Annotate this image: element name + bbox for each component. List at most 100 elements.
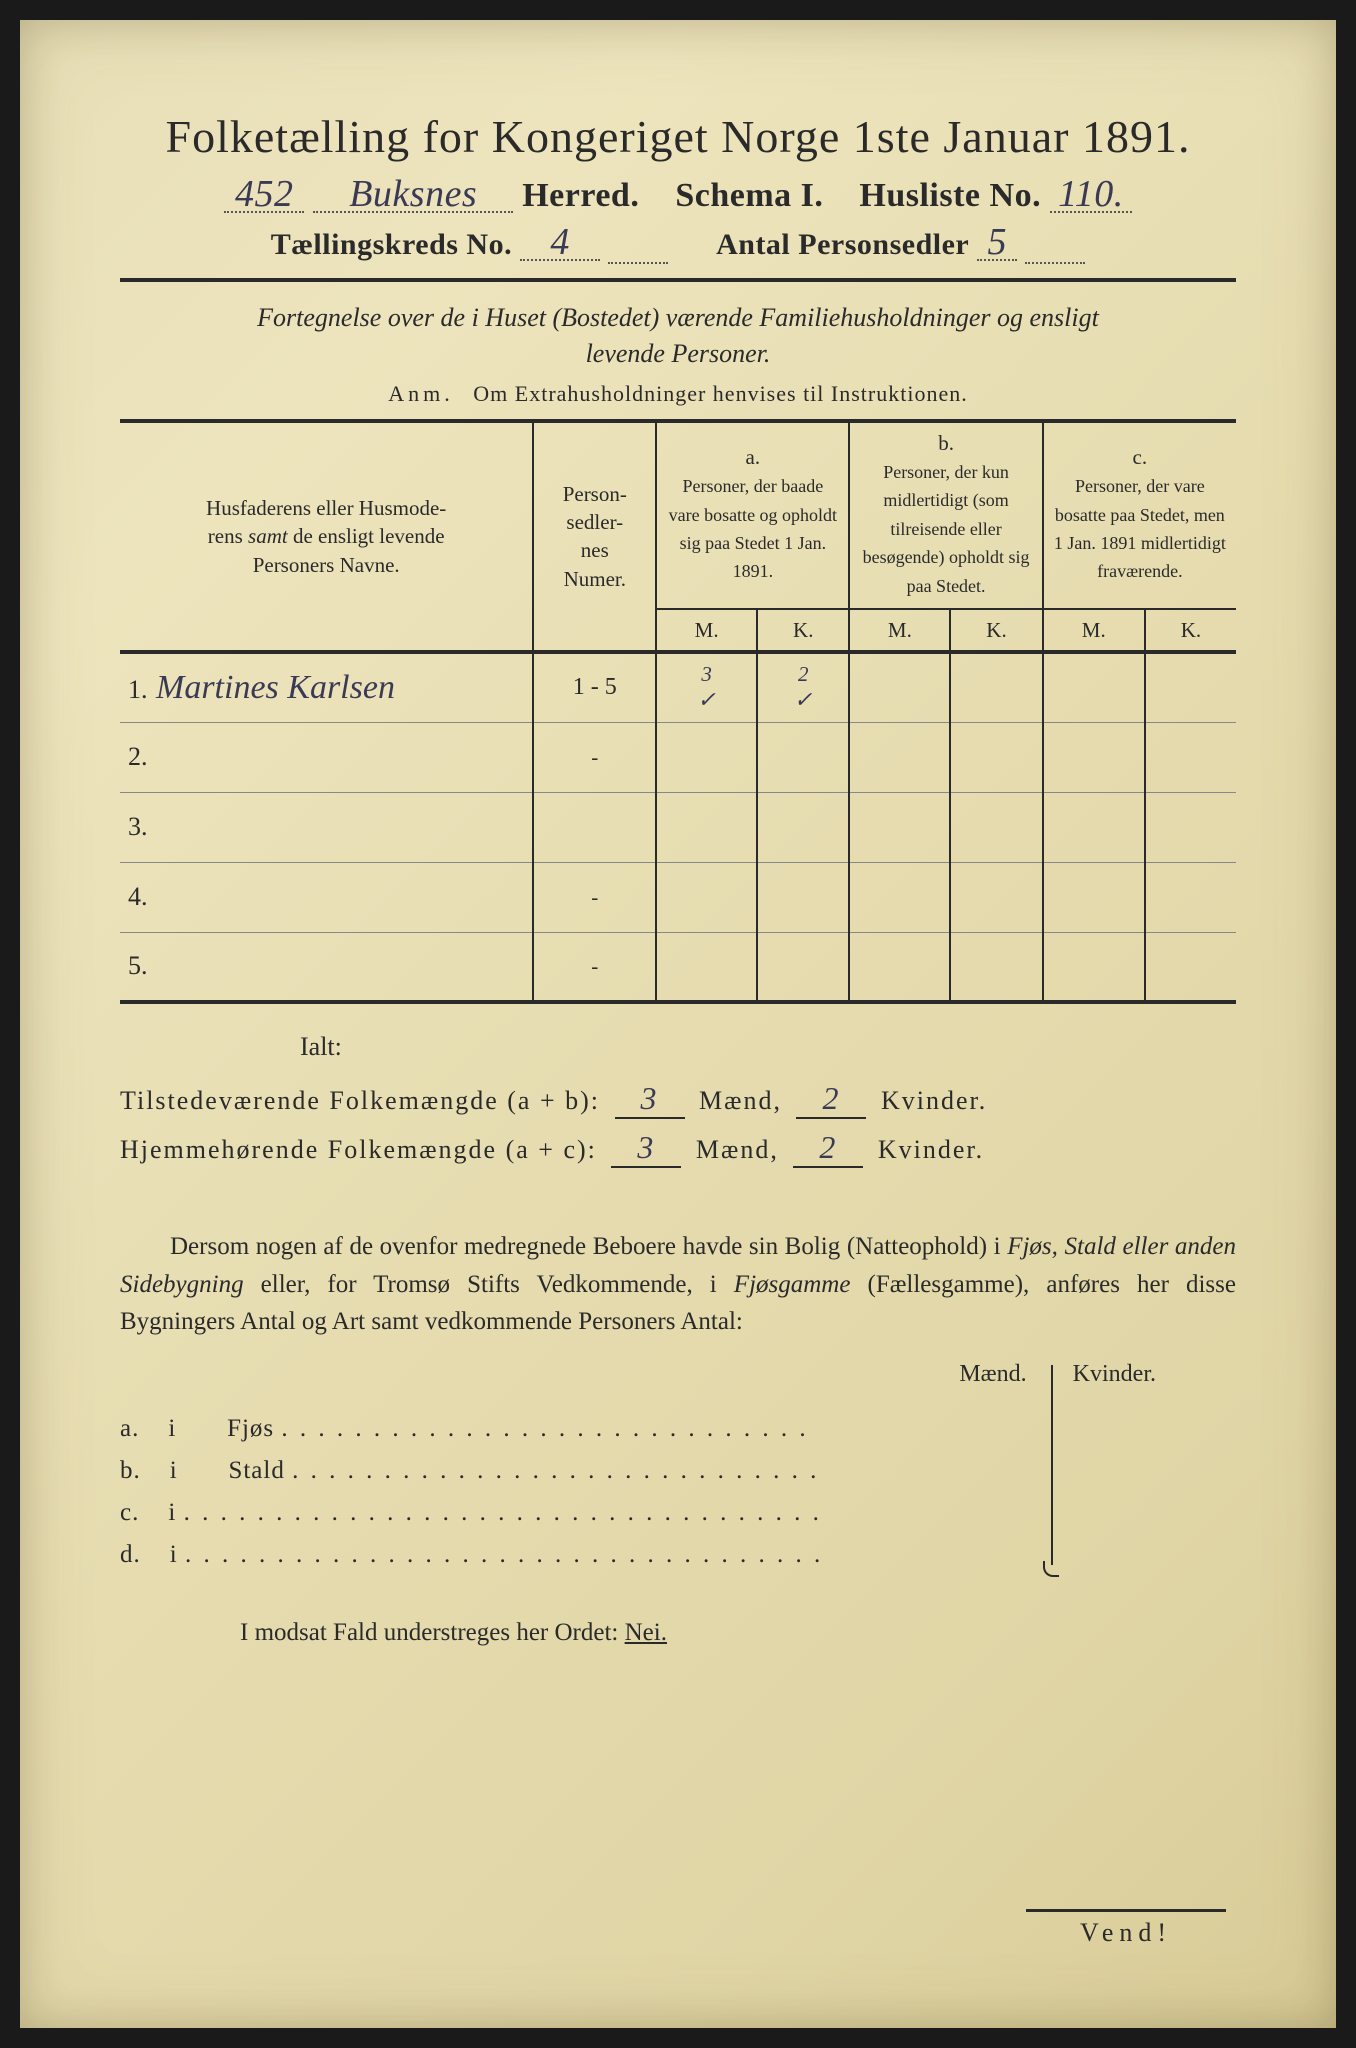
- b-dots: . . . . . . . . . . . . . . . . . . . . …: [292, 1457, 819, 1484]
- row-num: 4.: [128, 882, 148, 911]
- hr-1: [120, 278, 1236, 282]
- b-letter: d.: [120, 1541, 141, 1568]
- census-table: Husfaderens eller Husmode-rens samt de e…: [120, 419, 1236, 1004]
- b-i: i: [170, 1541, 178, 1568]
- col-c-k: K.: [1145, 609, 1236, 652]
- b-letter: c.: [120, 1499, 139, 1526]
- buildings-block: Mænd. Kvinder. a. i Fjøs . . . . . . . .…: [120, 1371, 1236, 1569]
- total-1-k: 2: [796, 1080, 866, 1119]
- total-line-1: Tilstedeværende Folkemængde (a + b): 3 M…: [120, 1080, 1236, 1119]
- cell-a-k: 2✓: [757, 652, 849, 722]
- row-personnum: [533, 792, 656, 862]
- kvinder-label: Kvinder.: [878, 1135, 984, 1164]
- total-2-m: 3: [611, 1129, 681, 1168]
- col-b-label: b.: [938, 431, 954, 455]
- total-1-label: Tilstedeværende Folkemængde (a + b):: [120, 1086, 600, 1115]
- total-line-2: Hjemmehørende Folkemængde (a + c): 3 Mæn…: [120, 1129, 1236, 1168]
- b-label: Fjøs: [227, 1415, 274, 1442]
- col-header-num: Person-sedler-nesNumer.: [533, 421, 656, 652]
- buildings-kvinder: Kvinder.: [1053, 1361, 1176, 1388]
- header-line-2: Tællingskreds No. 4 Antal Personsedler 5: [120, 225, 1236, 264]
- ialt-label: Ialt:: [300, 1032, 1236, 1062]
- col-header-a: a. Personer, der baade vare bosatte og o…: [656, 421, 849, 605]
- col-header-b: b. Personer, der kun midlertidigt (som t…: [849, 421, 1042, 605]
- b-letter: a.: [120, 1415, 139, 1442]
- b-dots: . . . . . . . . . . . . . . . . . . . . …: [281, 1415, 808, 1442]
- cell-c-k: [1145, 652, 1236, 722]
- row-num: 3.: [128, 812, 148, 841]
- b-letter: b.: [120, 1457, 141, 1484]
- col-header-name: Husfaderens eller Husmode-rens samt de e…: [120, 421, 533, 652]
- col-b-text: Personer, der kun midlertidigt (som tilr…: [863, 462, 1030, 595]
- husliste-no: 110.: [1050, 177, 1132, 213]
- census-form-page: Folketælling for Kongeriget Norge 1ste J…: [20, 20, 1336, 2028]
- total-2-k: 2: [793, 1129, 863, 1168]
- total-1-m: 3: [615, 1080, 685, 1119]
- kreds-dots: [608, 228, 668, 264]
- row-num: 2.: [128, 742, 148, 771]
- antal-label: Antal Personsedler: [716, 228, 969, 261]
- row-personnum: 1 - 5: [533, 652, 656, 722]
- col-c-m: M.: [1043, 609, 1145, 652]
- building-row: a. i Fjøs . . . . . . . . . . . . . . . …: [120, 1415, 1236, 1443]
- col-a-label: a.: [746, 445, 761, 469]
- page-title: Folketælling for Kongeriget Norge 1ste J…: [120, 110, 1236, 163]
- b-label: Stald: [228, 1457, 284, 1484]
- cell-b-k: [950, 652, 1042, 722]
- modsat-line: I modsat Fald understreges her Ordet: Ne…: [240, 1619, 1236, 1647]
- row-name: Martines Karlsen: [156, 669, 395, 706]
- sub-heading-1: Fortegnelse over de i Huset (Bostedet) v…: [257, 303, 1099, 332]
- herred-name: Buksnes: [313, 177, 513, 213]
- col-b-k: K.: [950, 609, 1042, 652]
- col-a-k: K.: [757, 609, 849, 652]
- cell-a-m: 3✓: [656, 652, 757, 722]
- nei-word: Nei.: [625, 1619, 667, 1646]
- modsat-text: I modsat Fald understreges her Ordet:: [240, 1619, 618, 1646]
- b-dots: . . . . . . . . . . . . . . . . . . . . …: [184, 1499, 822, 1526]
- col-a-m: M.: [656, 609, 757, 652]
- table-row: 4. -: [120, 862, 1236, 932]
- kvinder-label: Kvinder.: [881, 1086, 987, 1115]
- anm-line: Anm. Om Extrahusholdninger henvises til …: [120, 381, 1236, 407]
- husliste-label: Husliste No.: [859, 177, 1041, 214]
- table-row: 1. Martines Karlsen 1 - 5 3✓ 2✓: [120, 652, 1236, 722]
- totals-block: Ialt: Tilstedeværende Folkemængde (a + b…: [120, 1032, 1236, 1168]
- row-personnum: -: [533, 932, 656, 1002]
- antal-dots: [1025, 228, 1085, 264]
- cell-b-m: [849, 652, 950, 722]
- b-i: i: [168, 1499, 176, 1526]
- sub-heading: Fortegnelse over de i Huset (Bostedet) v…: [120, 300, 1236, 373]
- divider-hook: [1043, 1561, 1059, 1577]
- cell-c-m: [1043, 652, 1145, 722]
- col-c-text: Personer, der vare bosatte paa Stedet, m…: [1054, 476, 1226, 581]
- antal-val: 5: [977, 225, 1017, 261]
- vend-label: Vend!: [1026, 1909, 1226, 1948]
- divider-line: [1051, 1365, 1053, 1565]
- building-row: c. i . . . . . . . . . . . . . . . . . .…: [120, 1499, 1236, 1527]
- col-header-c: c. Personer, der vare bosatte paa Stedet…: [1043, 421, 1236, 605]
- kreds-label: Tællingskreds No.: [271, 228, 512, 261]
- schema-label: Schema I.: [675, 177, 823, 214]
- col-b-m: M.: [849, 609, 950, 652]
- table-row: 5. -: [120, 932, 1236, 1002]
- herred-number: 452: [224, 177, 304, 213]
- b-i: i: [168, 1415, 176, 1442]
- b-dots: . . . . . . . . . . . . . . . . . . . . …: [185, 1541, 823, 1568]
- col-c-label: c.: [1133, 445, 1148, 469]
- buildings-maend: Mænd.: [939, 1361, 1046, 1388]
- col-a-text: Personer, der baade vare bosatte og opho…: [669, 476, 837, 581]
- anm-prefix: Anm.: [388, 381, 454, 406]
- building-row: b. i Stald . . . . . . . . . . . . . . .…: [120, 1457, 1236, 1485]
- anm-text: Om Extrahusholdninger henvises til Instr…: [473, 381, 967, 406]
- building-row: d. i . . . . . . . . . . . . . . . . . .…: [120, 1541, 1236, 1569]
- row-personnum: -: [533, 722, 656, 792]
- instruction-paragraph: Dersom nogen af de ovenfor medregnede Be…: [120, 1228, 1236, 1341]
- kreds-no: 4: [520, 225, 600, 261]
- row-personnum: -: [533, 862, 656, 932]
- table-row: 3.: [120, 792, 1236, 862]
- maend-label: Mænd,: [696, 1135, 779, 1164]
- total-2-label: Hjemmehørende Folkemængde (a + c):: [120, 1135, 597, 1164]
- table-row: 2. -: [120, 722, 1236, 792]
- row-num: 5.: [128, 951, 148, 980]
- header-line-1: 452 Buksnes Herred. Schema I. Husliste N…: [120, 177, 1236, 215]
